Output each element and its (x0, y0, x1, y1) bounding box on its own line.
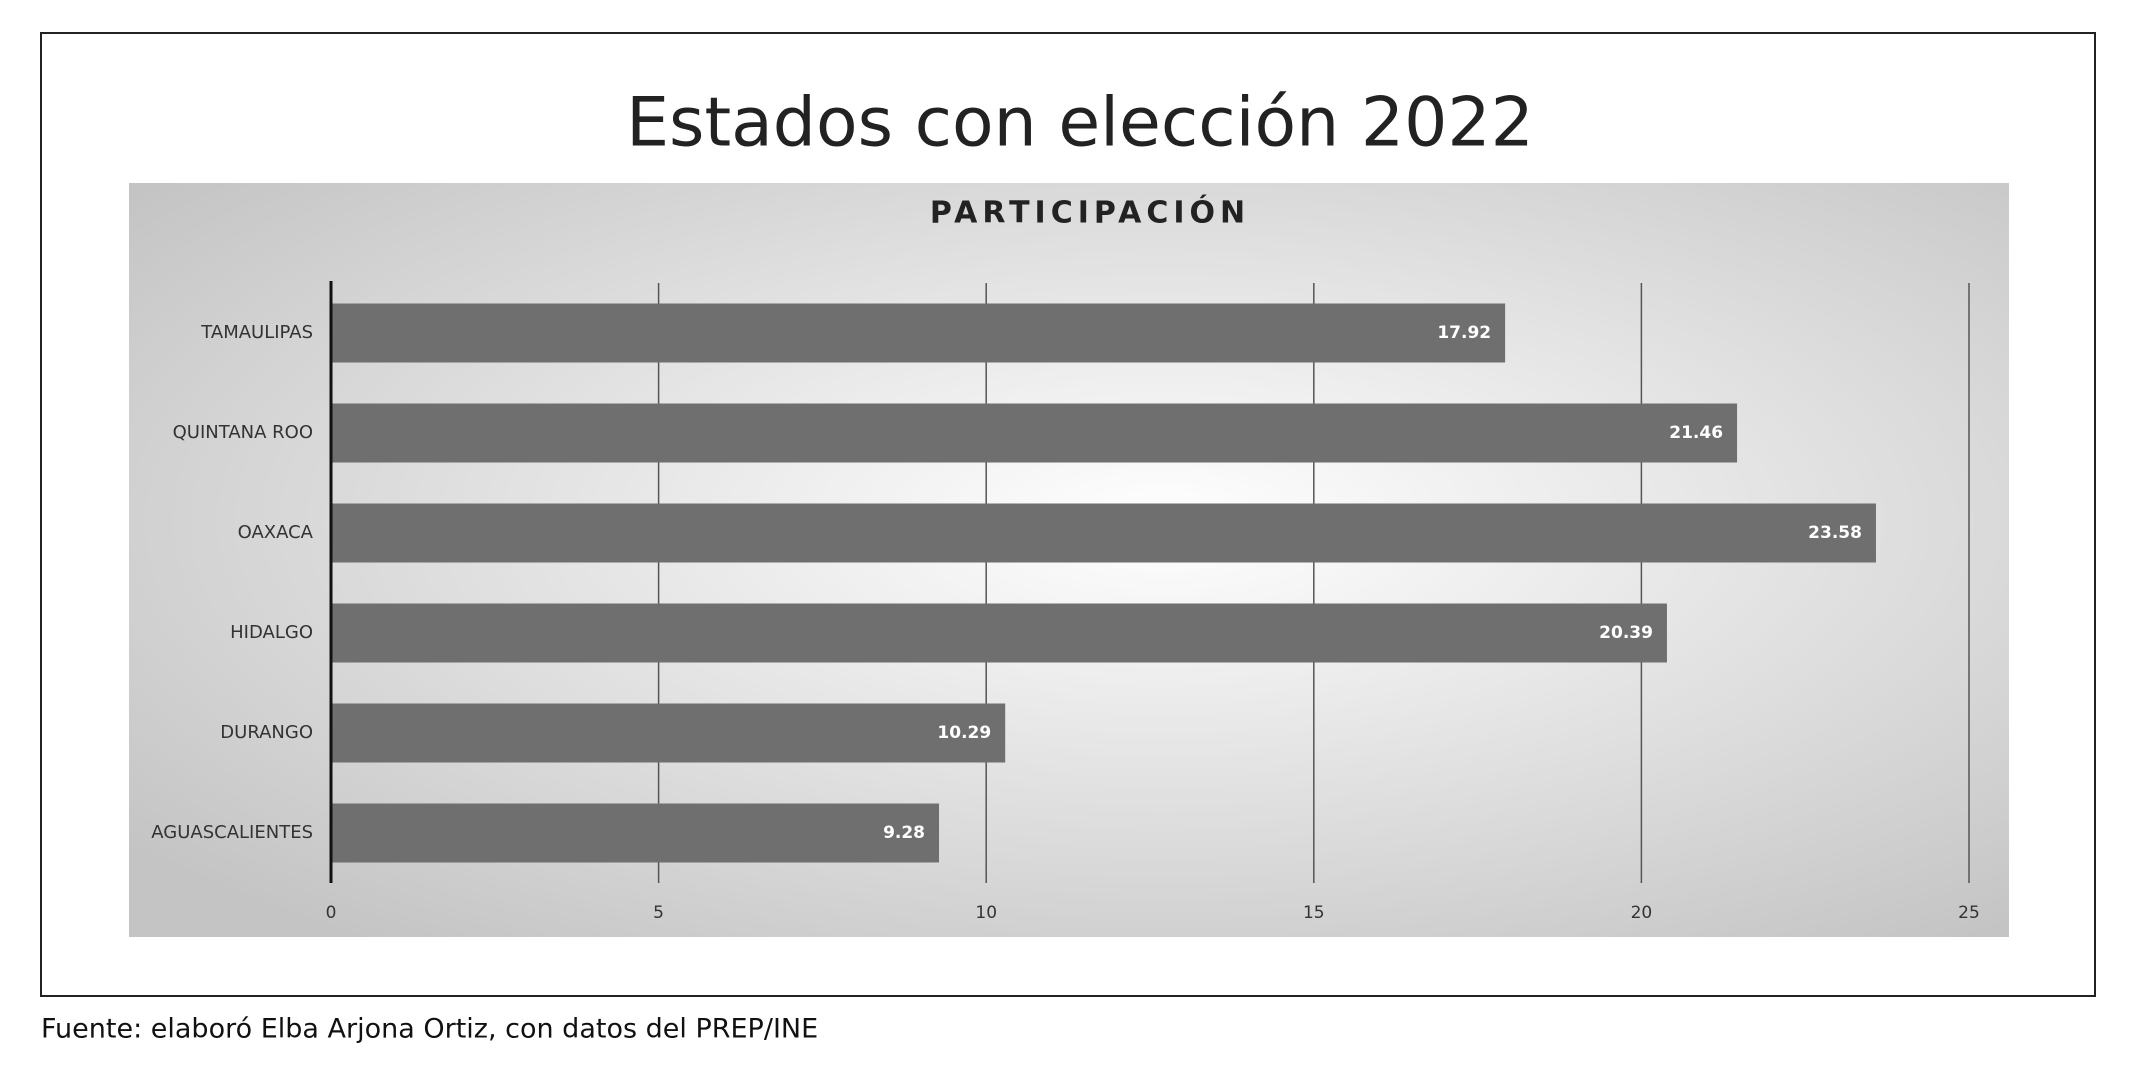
bar (331, 403, 1738, 463)
x-tick-label: 15 (1303, 903, 1325, 923)
value-label: 20.39 (1599, 623, 1653, 643)
bar (331, 603, 1667, 663)
value-label: 21.46 (1669, 423, 1723, 443)
x-tick-label: 0 (326, 903, 337, 923)
x-tick-label: 20 (1631, 903, 1653, 923)
value-label: 9.28 (883, 823, 925, 843)
y-tick-label: QUINTANA ROO (173, 422, 313, 443)
bar (331, 503, 1876, 563)
y-tick-label: OAXACA (238, 522, 314, 543)
chart-subtitle: PARTICIPACIÓN (930, 194, 1250, 231)
y-tick-label: TAMAULIPAS (200, 322, 313, 343)
source-note: Fuente: elaboró Elba Arjona Ortiz, con d… (41, 1014, 818, 1045)
x-tick-label: 25 (1958, 903, 1980, 923)
value-label: 17.92 (1437, 323, 1491, 343)
y-tick-label: HIDALGO (230, 622, 313, 643)
value-label: 10.29 (937, 723, 991, 743)
y-tick-label: AGUASCALIENTES (151, 822, 313, 843)
y-tick-label: DURANGO (220, 722, 313, 743)
x-tick-label: 10 (975, 903, 997, 923)
chart-title: Estados con elección 2022 (626, 84, 1534, 163)
bar (331, 303, 1506, 363)
value-label: 23.58 (1808, 523, 1862, 543)
bar (331, 703, 1006, 763)
frame (40, 32, 2096, 997)
bar (331, 803, 940, 863)
x-tick-label: 5 (653, 903, 664, 923)
